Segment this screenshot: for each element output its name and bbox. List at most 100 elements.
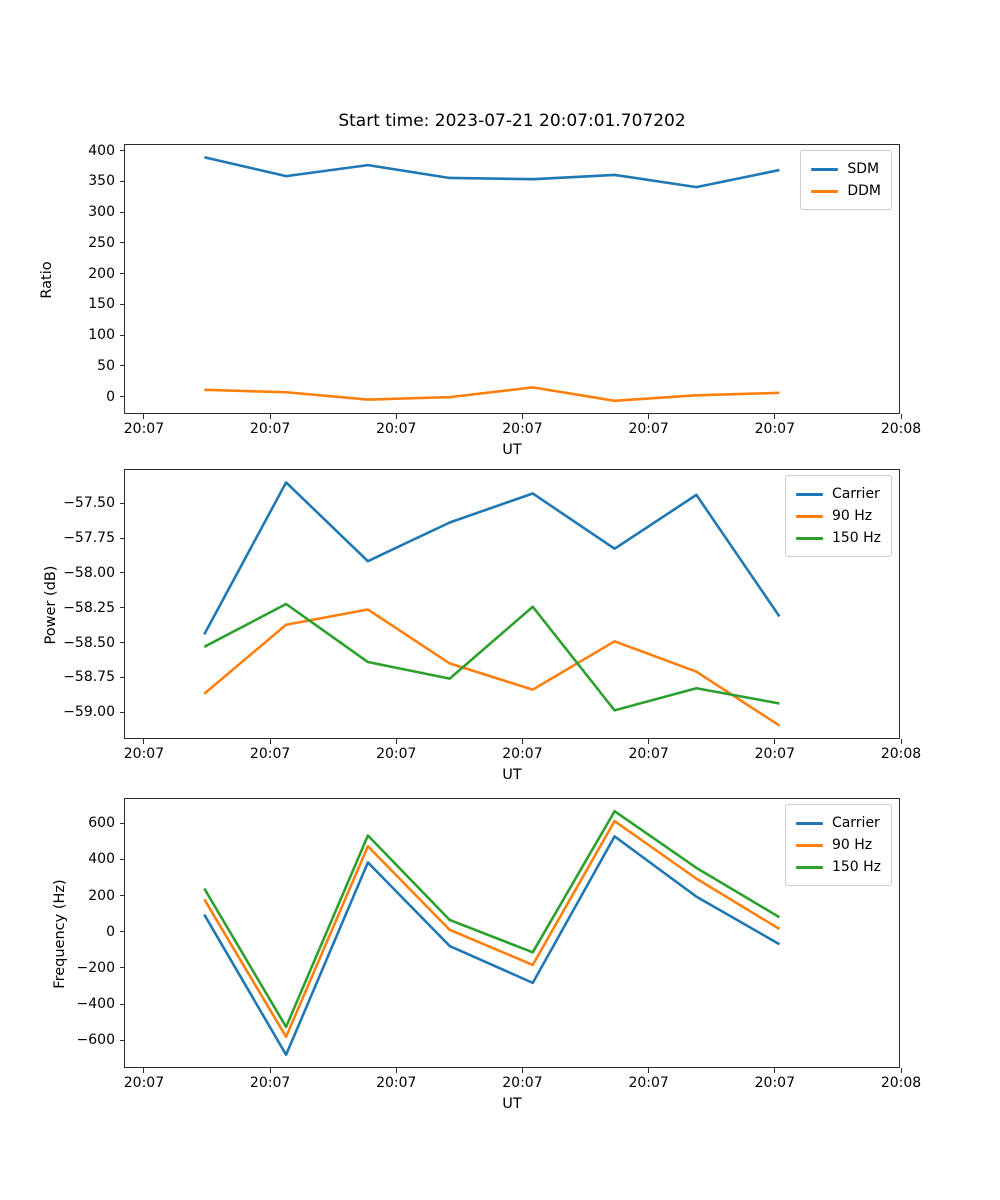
y-tick-label: 400 [88, 142, 115, 159]
y-tick-mark [120, 211, 124, 213]
x-tick-label: 20:08 [880, 1075, 922, 1091]
y-tick-mark [120, 711, 124, 713]
ratio-plot: 0 50 100 150 200 250 300 350 400 20:07 20:07 20:07 2… [39, 143, 921, 458]
y-axis-label: Frequency (Hz) [52, 879, 68, 989]
legend-item-carrier: Carrier [795, 485, 881, 503]
ddm-line [204, 386, 780, 403]
y-tick-label: 600 [88, 815, 115, 832]
x-tick-mark [395, 414, 397, 419]
90-hz-line-swatch [795, 514, 823, 518]
x-tick-label: 20:07 [502, 421, 543, 437]
power-plot: −57.50 −57.75 −58.00 −58.25 −58.50 −58.75 −59.… [43, 469, 921, 783]
x-tick-label: 20:07 [249, 746, 291, 762]
carrier-line [203, 835, 781, 1057]
y-tick-mark [120, 931, 124, 933]
x-tick-label: 20:07 [754, 746, 795, 762]
figure-title: Start time: 2023-07-21 20:07:01.707202 [338, 111, 686, 131]
legend-label-carrier: Carrier [831, 815, 880, 831]
x-tick-mark [648, 739, 650, 744]
x-tick-label: 20:07 [502, 746, 543, 762]
frequency-plot: 600 400 200 0 −200 −400 −600 20:07 20:07 20:07 20:… [52, 798, 921, 1112]
y-tick-mark [120, 334, 124, 336]
x-tick-label: 20:08 [880, 746, 922, 762]
ratio-canvas [203, 155, 780, 403]
x-tick-label: 20:07 [628, 1075, 669, 1091]
y-tick-mark [120, 642, 124, 644]
x-tick-mark [900, 739, 902, 744]
sdm-line [203, 155, 780, 189]
x-tick-mark [521, 739, 523, 744]
legend-label-sdm: SDM [847, 161, 880, 177]
y-tick-label: 50 [97, 357, 115, 374]
y-tick-label: −600 [76, 1032, 115, 1049]
y-tick-mark [120, 303, 124, 305]
150-hz-line [203, 602, 780, 712]
y-tick-mark [120, 1039, 124, 1041]
x-tick-mark [269, 739, 271, 744]
legend-item-90-hz: 90 Hz [795, 507, 881, 525]
x-tick-label: 20:08 [880, 421, 922, 437]
legend-label-150-hz: 150 Hz [831, 530, 881, 546]
y-tick-mark [120, 180, 124, 182]
x-tick-label: 20:07 [628, 421, 669, 437]
y-tick-mark [120, 396, 124, 398]
y-tick-mark [120, 822, 124, 824]
x-tick-label: 20:07 [754, 1075, 795, 1091]
y-tick-label: −58.00 [63, 564, 115, 581]
x-tick-label: 20:07 [628, 746, 669, 762]
y-tick-label: −400 [76, 996, 115, 1013]
x-axis-label: UT [502, 1096, 522, 1112]
y-tick-label: −59.00 [63, 704, 115, 721]
ddm-line-swatch [811, 189, 839, 193]
x-tick-mark [143, 414, 145, 419]
x-tick-mark [774, 414, 776, 419]
90-hz-line-swatch [795, 843, 823, 847]
y-axis-label: Ratio [39, 261, 55, 299]
y-tick-label: −200 [76, 959, 115, 976]
y-tick-mark [120, 676, 124, 678]
legend-label-carrier: Carrier [831, 486, 880, 502]
x-tick-mark [900, 1068, 902, 1073]
y-tick-mark [120, 502, 124, 504]
y-tick-label: −58.50 [63, 634, 115, 651]
90-hz-line [203, 819, 781, 1039]
x-axis-label: UT [502, 767, 522, 783]
y-tick-mark [120, 1003, 124, 1005]
x-tick-mark [395, 1068, 397, 1073]
x-tick-label: 20:07 [249, 421, 291, 437]
y-tick-mark [120, 967, 124, 969]
legend: Carrier 90 Hz 150 Hz [784, 804, 892, 886]
x-tick-mark [774, 739, 776, 744]
x-axis-label: UT [502, 442, 522, 458]
x-tick-label: 20:07 [502, 1075, 543, 1091]
x-tick-label: 20:07 [376, 421, 417, 437]
x-tick-mark [269, 414, 271, 419]
legend-label-ddm: DDM [847, 183, 881, 199]
150-hz-line-swatch [795, 536, 823, 540]
legend-item-150-hz: 150 Hz [795, 529, 881, 547]
legend-item-90-hz: 90 Hz [795, 836, 881, 854]
x-tick-mark [774, 1068, 776, 1073]
x-tick-mark [648, 1068, 650, 1073]
x-tick-label: 20:07 [376, 1075, 417, 1091]
x-tick-mark [521, 414, 523, 419]
y-tick-mark [120, 273, 124, 275]
x-tick-label: 20:07 [249, 1075, 291, 1091]
y-tick-label: 350 [88, 173, 115, 190]
legend-item-ddm: DDM [811, 182, 881, 200]
y-tick-label: 0 [106, 388, 115, 405]
y-tick-label: 250 [88, 234, 115, 251]
y-tick-label: 150 [88, 296, 115, 313]
frequency-hz-canvas [203, 809, 781, 1057]
x-tick-mark [143, 1068, 145, 1073]
x-tick-mark [521, 1068, 523, 1073]
150-hz-line [203, 809, 781, 1029]
carrier-line-swatch [795, 821, 823, 825]
carrier-line-swatch [795, 492, 823, 496]
y-tick-mark [120, 572, 124, 574]
y-tick-label: −57.75 [63, 530, 115, 547]
x-tick-label: 20:07 [376, 746, 417, 762]
legend-label-150-hz: 150 Hz [831, 859, 881, 875]
power-db-canvas [203, 481, 781, 727]
